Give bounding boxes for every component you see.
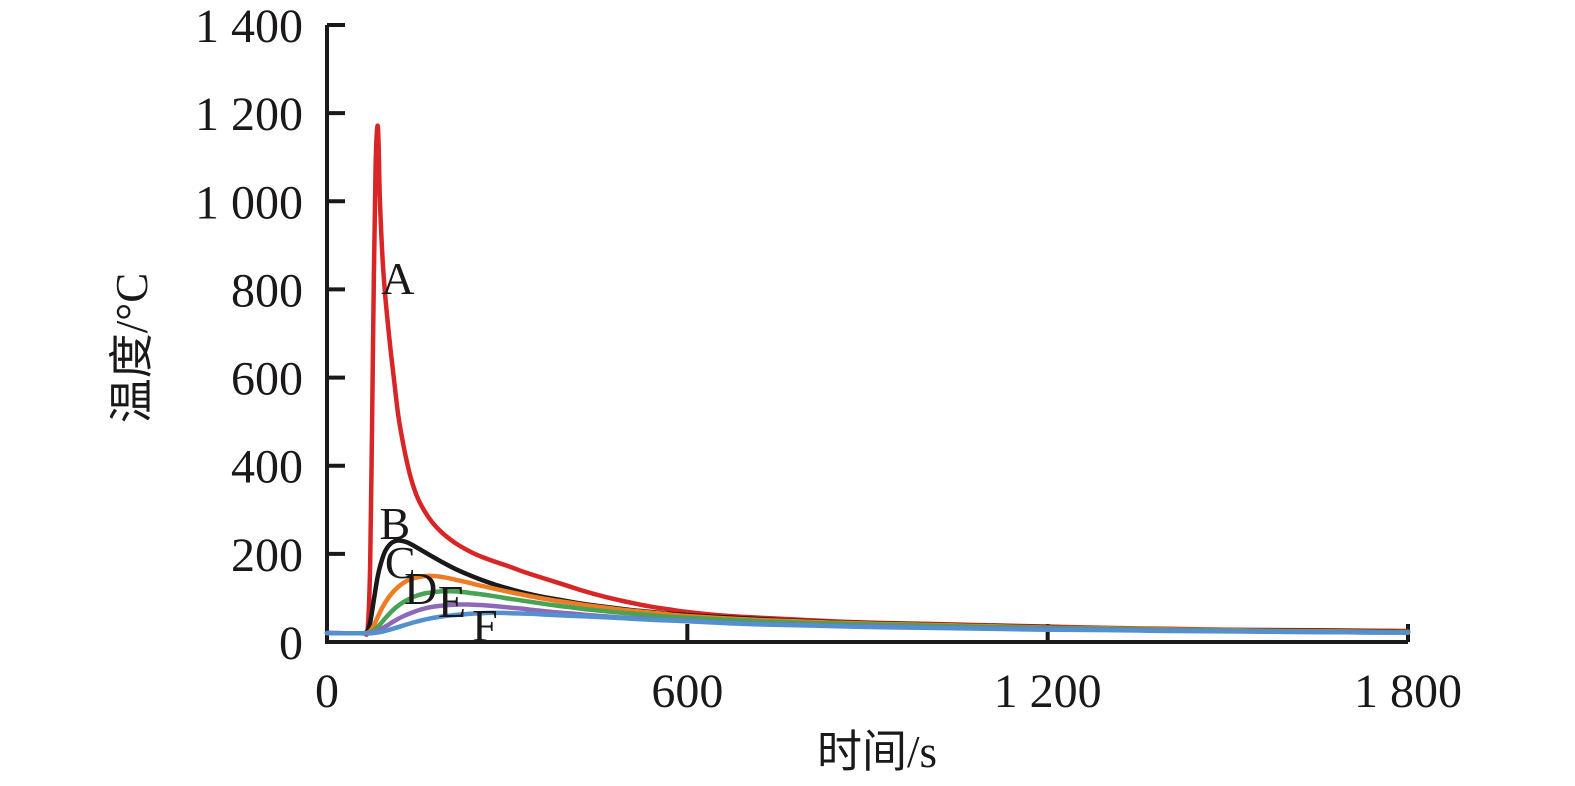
tick-label-layer: 0 200 400 600 800 1 000 1 200 1 400 0 600 1 200 1 8… — [195, 0, 1462, 718]
x-tick-label-600: 600 — [651, 665, 723, 718]
series-F-label: F — [472, 600, 498, 651]
axes-layer — [325, 23, 1410, 644]
y-tick-label-0: 0 — [279, 617, 303, 670]
y-tick-label-200: 200 — [231, 529, 303, 582]
series-label-layer: A BCD E F — [380, 253, 498, 651]
axis-spine — [325, 25, 1408, 644]
series-D-label: D — [404, 563, 437, 614]
series-B-label: B — [380, 498, 411, 549]
series-C-label: C — [385, 537, 416, 588]
series-E-label: E — [438, 576, 466, 627]
x-tick-label-1200: 1 200 — [994, 665, 1102, 718]
y-tick-label-1200: 1 200 — [195, 88, 303, 141]
y-tick-label-600: 600 — [231, 353, 303, 406]
y-tick-label-1000: 1 000 — [195, 176, 303, 229]
x-tick-label-1800: 1 800 — [1354, 665, 1462, 718]
series-F-curve — [324, 610, 1411, 636]
y-axis-title: 温度/°C — [107, 273, 157, 424]
y-tick-label-800: 800 — [231, 264, 303, 317]
y-tick-label-1400: 1 400 — [195, 0, 303, 53]
x-tick-label-0: 0 — [315, 665, 339, 718]
x-axis-title: 时间/s — [817, 727, 937, 777]
series-layer — [324, 123, 1411, 637]
series-A-curve — [324, 123, 1411, 637]
y-tick-label-400: 400 — [231, 441, 303, 494]
series-A-label: A — [381, 253, 414, 304]
axis-ticks — [327, 23, 1410, 642]
